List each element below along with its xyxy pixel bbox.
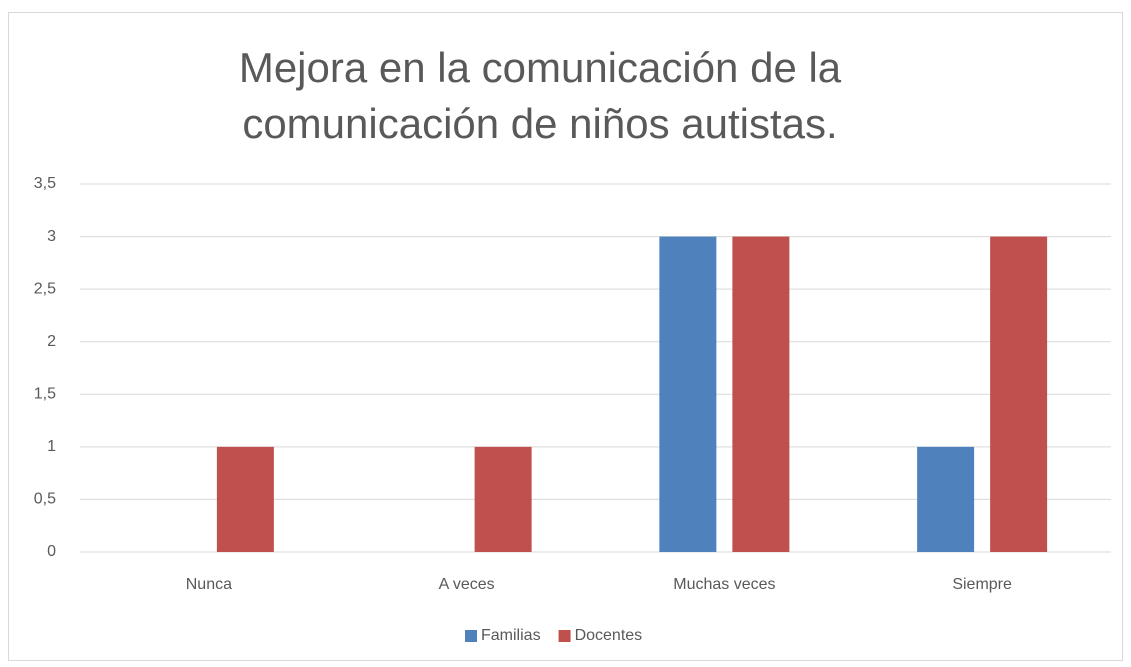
y-tick-label: 3 [47, 228, 56, 245]
y-tick-label: 2,5 [34, 280, 56, 297]
chart-title: Mejora en la comunicación de la comunica… [238, 44, 842, 147]
y-tick-label: 1 [47, 438, 56, 455]
y-tick-label: 0,5 [34, 491, 56, 508]
x-tick-label: Muchas veces [673, 576, 775, 593]
legend-label: Docentes [575, 627, 643, 644]
y-tick-label: 0 [47, 543, 56, 560]
legend-swatch [465, 630, 477, 642]
x-tick-label: Siempre [952, 576, 1012, 593]
bar [990, 236, 1048, 553]
legend-label: Familias [481, 627, 541, 644]
y-tick-label: 3,5 [34, 175, 56, 192]
legend-swatch [558, 630, 571, 642]
y-tick-label: 2 [47, 333, 56, 350]
bar [474, 446, 532, 552]
x-tick-label: A veces [439, 576, 495, 593]
bar [216, 446, 274, 552]
bar [732, 236, 790, 553]
x-tick-label: Nunca [186, 576, 232, 593]
bar [917, 446, 975, 552]
bar [659, 236, 717, 553]
y-tick-label: 1,5 [34, 386, 56, 403]
